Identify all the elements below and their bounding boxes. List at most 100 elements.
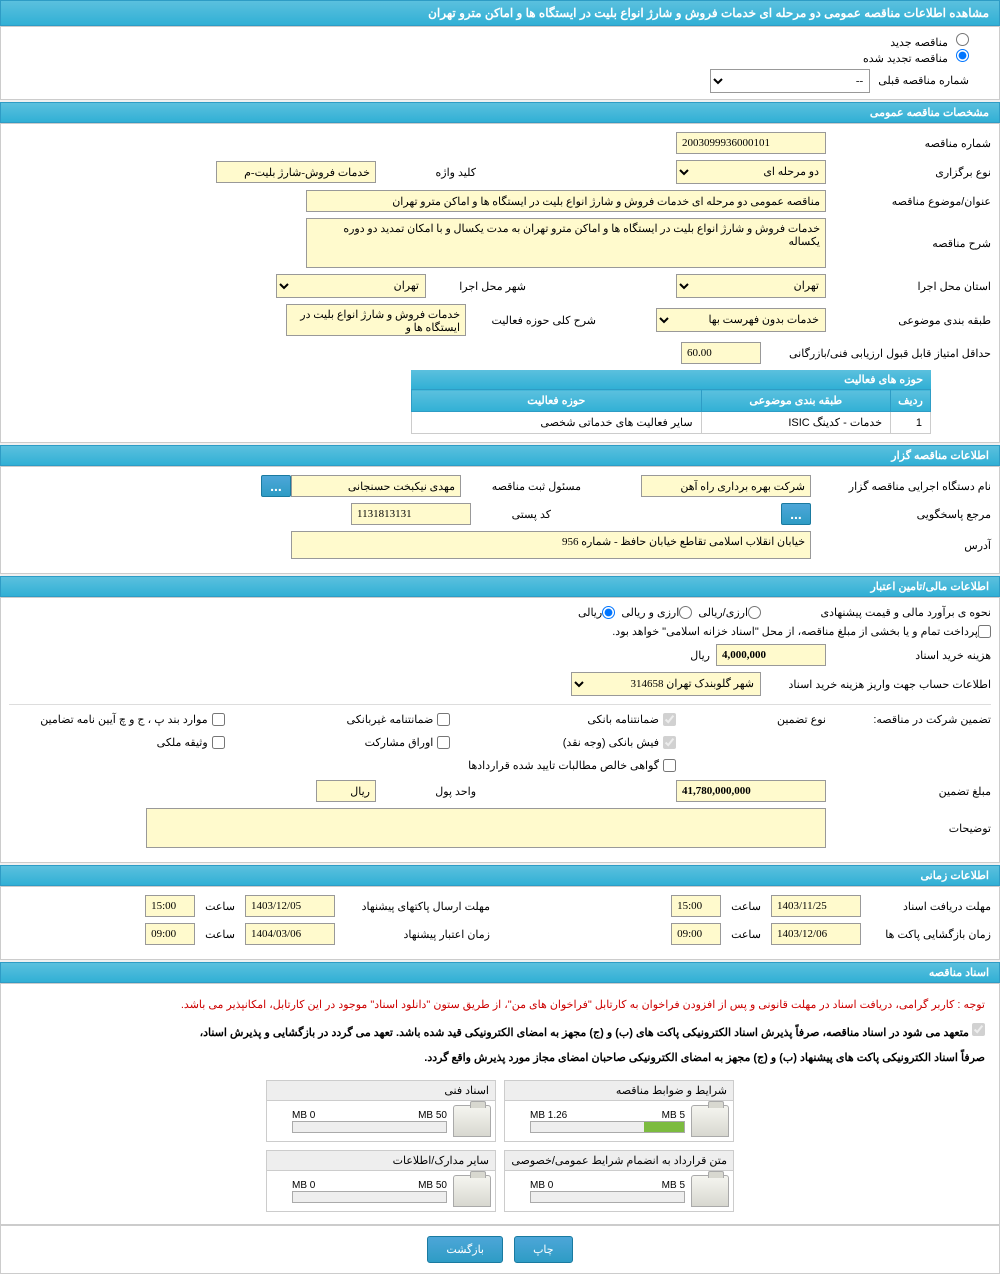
radio-renewed-label: مناقصه تجدید شده [863, 53, 948, 65]
print-button[interactable]: چاپ [514, 1236, 573, 1263]
chk-bonds[interactable] [437, 736, 450, 749]
receive-deadline-label: مهلت دریافت اسناد [861, 900, 991, 913]
section-general-header: مشخصات مناقصه عمومی [0, 102, 1000, 123]
notes-label: توضیحات [826, 822, 991, 835]
radio-new-label: مناقصه جدید [890, 37, 948, 49]
back-button[interactable]: بازگشت [427, 1236, 503, 1263]
account-label: اطلاعات حساب جهت واریز هزینه خرید اسناد [761, 678, 991, 691]
section-timing-body: مهلت دریافت اسناد ساعت زمان بازگشایی پاک… [0, 886, 1000, 960]
receive-time-input[interactable] [671, 895, 721, 917]
activity-desc-textarea[interactable]: خدمات فروش و شارژ انواع بلیت در ایستگاه … [286, 304, 466, 336]
amount-input[interactable] [676, 780, 826, 802]
footer-buttons: چاپ بازگشت [0, 1225, 1000, 1274]
th-area: حوزه فعالیت [412, 390, 702, 412]
doc-fee-input[interactable] [716, 644, 826, 666]
doc-title: شرایط و ضوابط مناقصه [505, 1081, 733, 1101]
radio-new[interactable] [956, 33, 969, 46]
doc-size: 5 MB0 MB [530, 1180, 685, 1191]
account-select[interactable]: شهر گلوبندک تهران 314658 [571, 672, 761, 696]
subject-input[interactable] [306, 190, 826, 212]
lbl-property: وثیقه ملکی [157, 736, 208, 749]
method-label: نحوه ی برآورد مالی و قیمت پیشنهادی [761, 606, 991, 619]
folder-icon [691, 1175, 729, 1207]
chk-nonbank[interactable] [437, 713, 450, 726]
folder-icon [453, 1105, 491, 1137]
activity-table-title: حوزه های فعالیت [411, 370, 931, 389]
radio-renewed[interactable] [956, 49, 969, 62]
org-input[interactable] [641, 475, 811, 497]
unit-input[interactable] [316, 780, 376, 802]
radio-fx[interactable] [679, 606, 692, 619]
doc-box[interactable]: متن قرارداد به انضمام شرایط عمومی/خصوصی … [504, 1150, 734, 1212]
city-label: شهر محل اجرا [426, 280, 526, 293]
activity-table: ردیف طبقه بندی موضوعی حوزه فعالیت 1 خدما… [411, 389, 931, 434]
unit-label: واحد پول [376, 785, 476, 798]
doc-progress [530, 1121, 685, 1133]
chk-bylaw[interactable] [212, 713, 225, 726]
tender-no-input[interactable] [676, 132, 826, 154]
guarantee-type-label: نوع تضمین [726, 713, 826, 726]
address-label: آدرس [811, 539, 991, 552]
td-cat: خدمات - کدینگ ISIC [701, 412, 890, 434]
validity-date-input[interactable] [245, 923, 335, 945]
desc-textarea[interactable]: خدمات فروش و شارژ انواع بلیت در ایستگاه … [306, 218, 826, 268]
open-date-input[interactable] [771, 923, 861, 945]
checkbox-treasury[interactable] [978, 625, 991, 638]
section-timing-header: اطلاعات زمانی [0, 865, 1000, 886]
doc-title: سایر مدارک/اطلاعات [267, 1151, 495, 1171]
reg-officer-lookup-button[interactable]: ... [261, 475, 291, 497]
td-no: 1 [891, 412, 931, 434]
doc-fee-label: هزینه خرید اسناد [826, 649, 991, 662]
chk-cash[interactable] [663, 736, 676, 749]
keyword-input[interactable] [216, 161, 376, 183]
chk-receivables[interactable] [663, 759, 676, 772]
reg-officer-input[interactable] [291, 475, 461, 497]
notes-textarea[interactable] [146, 808, 826, 848]
reg-officer-label: مسئول ثبت مناقصه [461, 480, 581, 493]
td-area: سایر فعالیت های خدماتی شخصی [412, 412, 702, 434]
city-select[interactable]: تهران [276, 274, 426, 298]
prev-number-select[interactable]: -- [710, 69, 870, 93]
opt-rial: ریالی [578, 606, 602, 619]
doc-size: 5 MB1.26 MB [530, 1110, 685, 1121]
doc-box[interactable]: اسناد فنی 50 MB0 MB [266, 1080, 496, 1142]
lbl-receivables: گواهی خالص مطالبات تایید شده قراردادها [468, 759, 659, 772]
lbl-cash: فیش بانکی (وجه نقد) [563, 736, 659, 749]
doc-box[interactable]: شرایط و ضوابط مناقصه 5 MB1.26 MB [504, 1080, 734, 1142]
lbl-nonbank: ضمانتنامه غیربانکی [347, 713, 434, 726]
chk-bank-guarantee[interactable] [663, 713, 676, 726]
responder-lookup-button[interactable]: ... [781, 503, 811, 525]
section-general-body: شماره مناقصه نوع برگزاری دو مرحله ای کلی… [0, 123, 1000, 443]
lbl-bank-guarantee: ضمانتنامه بانکی [587, 713, 659, 726]
radio-fx-rial[interactable] [748, 606, 761, 619]
min-score-input[interactable] [681, 342, 761, 364]
section-organizer-header: اطلاعات مناقصه گزار [0, 445, 1000, 466]
province-select[interactable]: تهران [676, 274, 826, 298]
validity-time-input[interactable] [145, 923, 195, 945]
time-label-2: ساعت [731, 928, 761, 941]
th-row: ردیف [891, 390, 931, 412]
radio-rial[interactable] [602, 606, 615, 619]
submit-time-input[interactable] [145, 895, 195, 917]
min-score-label: حداقل امتیاز قابل قبول ارزیابی فنی/بازرگ… [761, 347, 991, 360]
type-select[interactable]: دو مرحله ای [676, 160, 826, 184]
commitment-line1: متعهد می شود در اسناد مناقصه، صرفاً پذیر… [9, 1017, 991, 1045]
page-title: مشاهده اطلاعات مناقصه عمومی دو مرحله ای … [0, 0, 1000, 26]
doc-progress [292, 1191, 447, 1203]
province-label: استان محل اجرا [826, 280, 991, 293]
doc-title: اسناد فنی [267, 1081, 495, 1101]
submit-date-input[interactable] [245, 895, 335, 917]
chk-commitment[interactable] [972, 1023, 985, 1036]
open-time-input[interactable] [671, 923, 721, 945]
doc-size: 50 MB0 MB [292, 1180, 447, 1191]
time-label-1: ساعت [731, 900, 761, 913]
doc-box[interactable]: سایر مدارک/اطلاعات 50 MB0 MB [266, 1150, 496, 1212]
address-textarea[interactable]: خیابان انقلاب اسلامی تقاطع خیابان حافظ -… [291, 531, 811, 559]
chk-property[interactable] [212, 736, 225, 749]
submit-deadline-label: مهلت ارسال پاکتهای پیشنهاد [335, 900, 490, 913]
section-organizer-body: نام دستگاه اجرایی مناقصه گزار مسئول ثبت … [0, 466, 1000, 574]
postal-input[interactable] [351, 503, 471, 525]
category-select[interactable]: خدمات بدون فهرست بها [656, 308, 826, 332]
docs-container: شرایط و ضوابط مناقصه 5 MB1.26 MB اسناد ف… [9, 1076, 991, 1216]
receive-date-input[interactable] [771, 895, 861, 917]
